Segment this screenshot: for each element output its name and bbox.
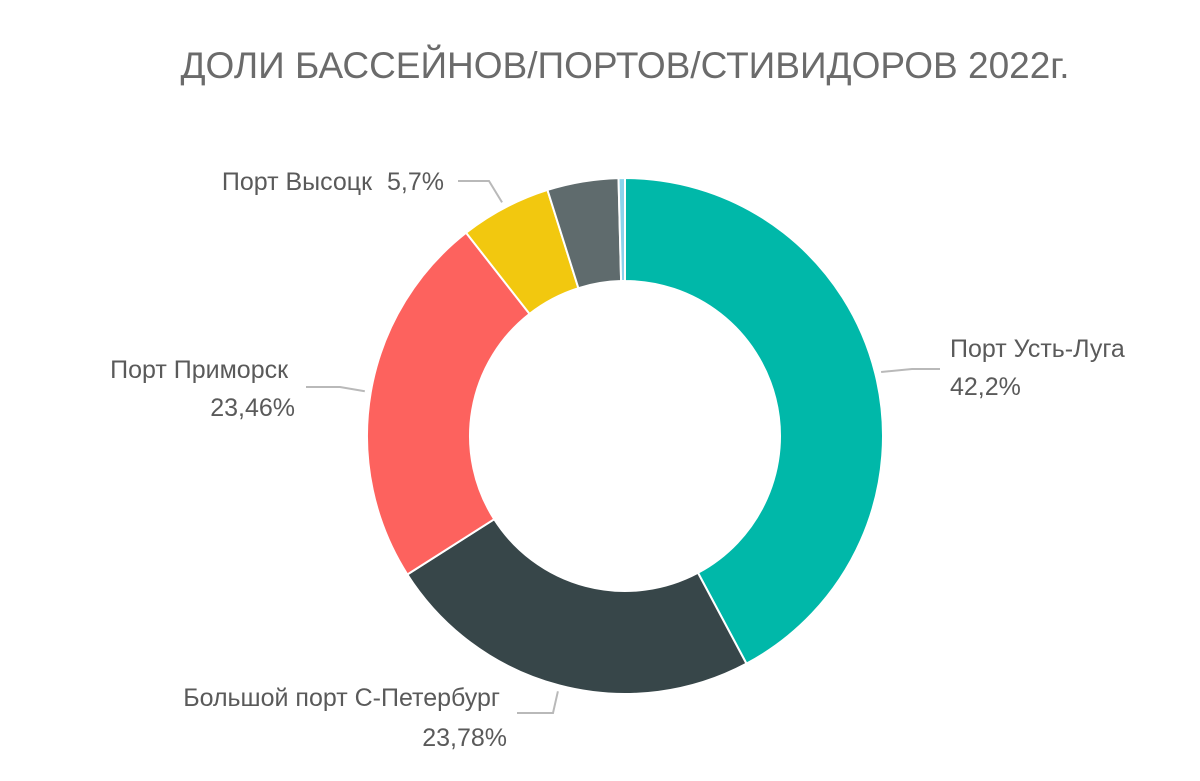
donut-slice-0 — [624, 176, 884, 665]
label-ust-luga: Порт Усть-Луга 42,2% — [950, 335, 1132, 401]
donut-slice-1 — [405, 517, 748, 695]
label-spb-value: 23,78% — [422, 724, 507, 752]
donut-slice-5 — [617, 176, 626, 283]
leader-primorsk — [306, 386, 365, 393]
leader-ust-luga — [881, 368, 940, 373]
chart-title: ДОЛИ БАССЕЙНОВ/ПОРТОВ/СТИВИДОРОВ 2022г. — [180, 44, 1069, 86]
label-primorsk-value: 23,46% — [210, 394, 295, 422]
label-spb-name: Большой порт С-Петербург — [183, 684, 500, 712]
label-primorsk-name: Порт Приморск — [110, 356, 289, 384]
label-vysotsk-name: Порт Высоцк — [222, 168, 373, 196]
label-ust-luga-value: 42,2% — [950, 373, 1021, 401]
leader-lines — [306, 180, 940, 714]
label-spb: Большой порт С-Петербург 23,78% — [183, 684, 507, 752]
donut-slices — [366, 176, 884, 695]
leader-vysotsk — [458, 180, 503, 203]
label-vysotsk: Порт Высоцк 5,7% — [222, 168, 444, 196]
label-primorsk: Порт Приморск 23,46% — [110, 356, 295, 422]
label-vysotsk-value: 5,7% — [387, 168, 444, 196]
label-ust-luga-name: Порт Усть-Луга — [950, 335, 1125, 363]
leader-spb — [517, 691, 559, 714]
donut-slice-2 — [366, 231, 531, 576]
